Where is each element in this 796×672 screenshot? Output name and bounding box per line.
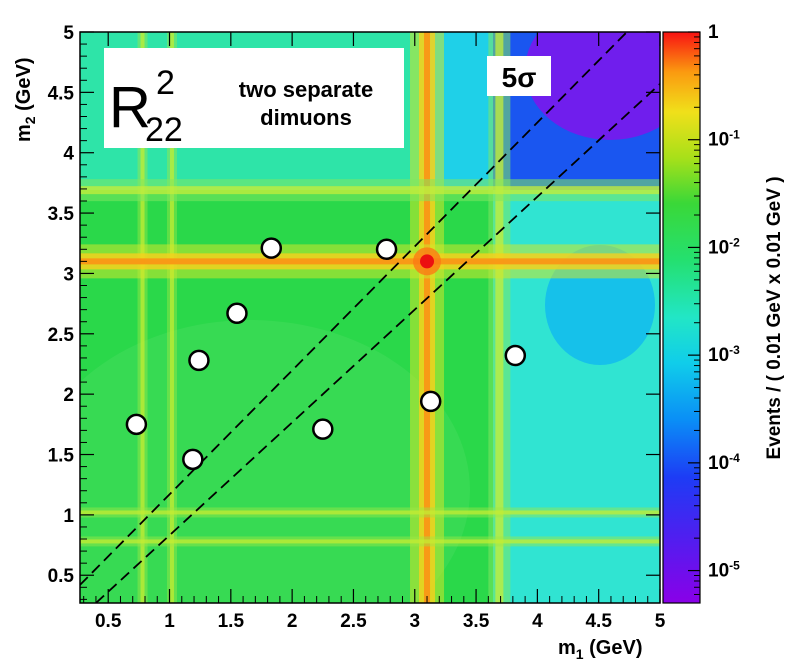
plot-frame [79, 31, 661, 604]
colorbar-tick-label-1: 1 [708, 22, 719, 43]
hotspot-core [420, 254, 435, 269]
x-axis-title: m1 (GeV) [558, 637, 643, 662]
band-y-3.69-layer-1 [80, 186, 660, 195]
colorbar-gradient [662, 31, 701, 604]
x-tick-label-5: 5 [655, 611, 666, 632]
diagonal-lines [80, 32, 660, 603]
x-axis-title-unit: (GeV) [584, 637, 643, 659]
y-tick-label-1.5: 1.5 [48, 446, 75, 467]
y-tick-label-3: 3 [63, 264, 74, 285]
band-x-1.02-layer-1 [169, 32, 174, 603]
band-x-0.78-layer-1 [140, 32, 145, 603]
legend-line-2: dimuons [260, 105, 352, 130]
x-tick-label-2: 2 [287, 611, 298, 632]
signal-points [125, 237, 527, 471]
legend-symbol-sub: 22 [145, 111, 183, 149]
colorbar-ticks: 1 10-1 10-2 10-3 10-4 10-5 [688, 22, 740, 595]
x-axis-title-main: m [558, 637, 576, 659]
colorbar-tick-label-0.001: 10-3 [708, 343, 740, 366]
y-axis-title-main: m [13, 124, 35, 142]
band-x-3.1-layer-2 [424, 32, 431, 603]
diagonal-line-1 [80, 32, 628, 586]
significance-label: 5σ [502, 62, 537, 93]
signal-point-5 [260, 237, 283, 259]
y-tick-label-5: 5 [63, 23, 74, 44]
legend-box: R 2 22 two separate dimuons [104, 48, 404, 149]
signal-point-2 [182, 448, 204, 471]
signal-point-9 [504, 344, 527, 367]
y-tick-label-3.5: 3.5 [48, 204, 75, 225]
y-tick-label-1: 1 [63, 506, 74, 527]
y-tick-label-4: 4 [63, 144, 74, 165]
y-tick-label-4.5: 4.5 [48, 83, 75, 104]
x-tick-label-1.5: 1.5 [218, 611, 245, 632]
x-tick-label-2.5: 2.5 [340, 611, 367, 632]
y-tick-label-2: 2 [63, 385, 74, 406]
x-tick-label-4.5: 4.5 [585, 611, 612, 632]
y-axis-title-sub: 2 [22, 116, 38, 124]
legend-box-bg [104, 48, 404, 148]
colorbar-title: Events / ( 0.01 GeV x 0.01 GeV ) [764, 176, 785, 459]
band-y-3.1-layer-2 [80, 258, 660, 265]
legend-line-1: two separate [239, 77, 374, 102]
y-tick-label-2.5: 2.5 [48, 325, 75, 346]
legend-symbol-main: R [109, 75, 151, 140]
colorbar-tick-label-0.01: 10-2 [708, 235, 740, 258]
colorbar-tick-label-0.1: 10-1 [708, 128, 740, 151]
y-tick-label-0.5: 0.5 [48, 566, 75, 587]
significance-bg [487, 56, 551, 96]
x-tick-label-1: 1 [164, 611, 175, 632]
x-tick-label-3: 3 [409, 611, 420, 632]
band-y-1.02-layer-1 [80, 510, 660, 515]
band-y-0.78-layer-1 [80, 539, 660, 544]
y-axis-title: m2 (GeV) [13, 58, 38, 143]
signal-point-6 [312, 418, 334, 440]
heatmap-blob-purple [525, 32, 660, 140]
band-x-3.69-layer-1 [495, 32, 504, 603]
heatmap-blob-pale [80, 320, 470, 603]
diagonal-line-2 [95, 83, 660, 603]
signal-point-3 [188, 349, 210, 372]
legend-symbol-sup: 2 [156, 64, 175, 102]
signal-point-8 [419, 390, 442, 413]
x-tick-label-4: 4 [532, 611, 543, 632]
x-tick-label-0.5: 0.5 [95, 611, 122, 632]
signal-point-1 [125, 413, 148, 436]
colorbar: 1 10-1 10-2 10-3 10-4 10-5 Events / ( 0.01 Ge… [662, 22, 785, 604]
x-axis-title-sub: 1 [576, 646, 584, 662]
axis-ticks: 0.5 1 1.5 2 2.5 3 3.5 4 4.5 5 0.5 1 1.5 2 2.5 3 3.5 4 4.5 5 [48, 23, 666, 632]
y-axis-title-unit: (GeV) [13, 58, 35, 117]
colorbar-tick-label-0.00001: 10-5 [708, 559, 740, 582]
significance-annotation: 5σ [487, 56, 551, 96]
colorbar-tick-label-0.0001: 10-4 [708, 451, 740, 474]
x-tick-label-3.5: 3.5 [463, 611, 490, 632]
resonance-bands [80, 32, 660, 603]
signal-point-4 [226, 302, 248, 325]
signal-point-7 [375, 238, 398, 261]
